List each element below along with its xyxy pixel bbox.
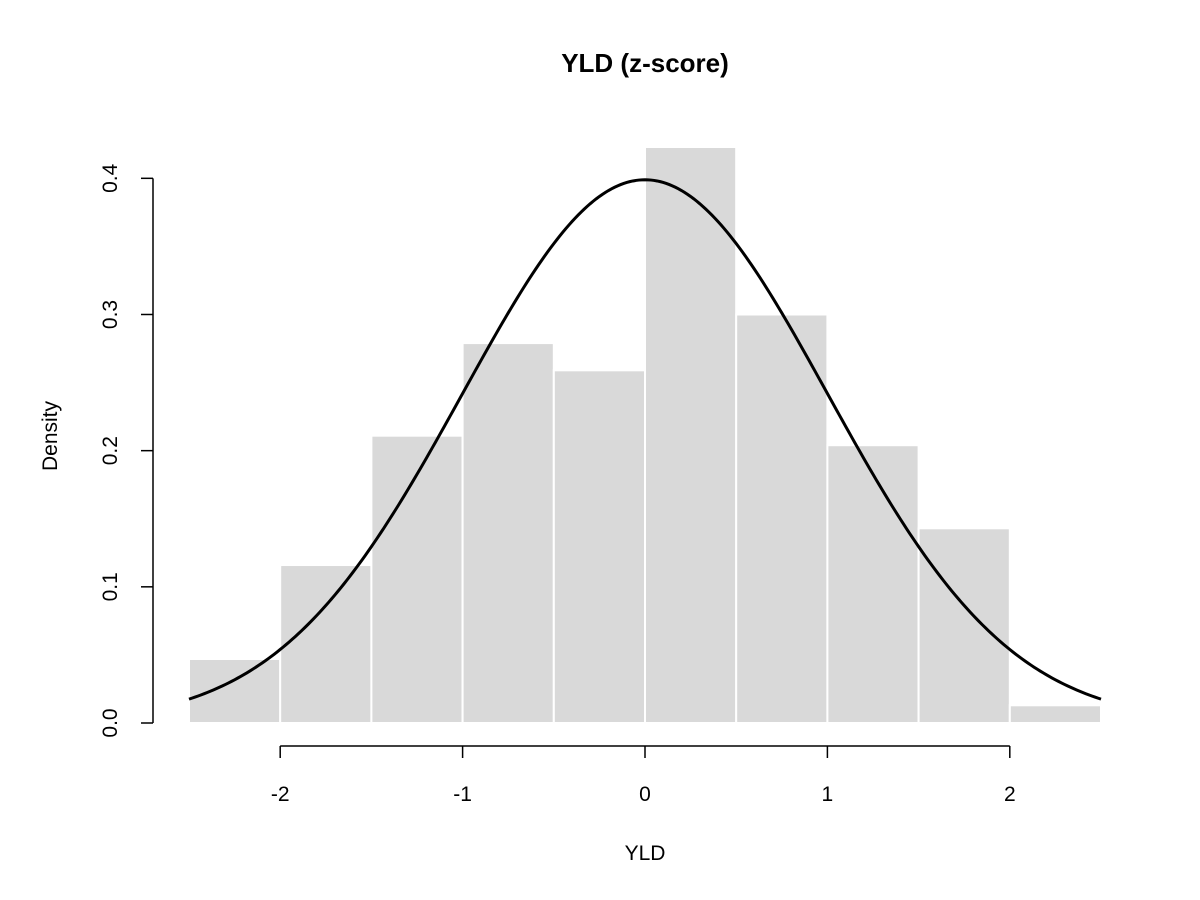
x-tick-label-3: 0	[639, 783, 651, 806]
histogram-bar-1	[188, 658, 282, 724]
histogram-bar-5	[552, 369, 646, 724]
histogram-bar-7	[735, 313, 829, 724]
x-tick-label-1: -2	[271, 783, 290, 806]
y-tick-label-5: 0.4	[99, 163, 122, 193]
histogram-bar-8	[826, 444, 920, 724]
y-tick-label-3: 0.2	[99, 436, 122, 465]
y-tick-label-1: 0.0	[99, 708, 122, 737]
chart-title: YLD (z-score)	[561, 48, 729, 78]
x-axis: -2 -1 0 1 2	[271, 745, 1016, 806]
y-axis-label: Density	[39, 400, 62, 471]
x-axis-label: YLD	[625, 842, 666, 865]
histogram-bars	[188, 146, 1102, 725]
y-tick-label-2: 0.1	[99, 572, 122, 601]
normal-density-curve	[188, 178, 1102, 701]
x-tick-label-5: 2	[1004, 783, 1016, 806]
x-tick-label-4: 1	[822, 783, 834, 806]
histogram-bar-2	[279, 564, 373, 724]
histogram-bar-10	[1008, 704, 1102, 724]
x-tick-label-2: -1	[453, 783, 472, 806]
histogram-bar-4	[461, 342, 555, 724]
y-tick-label-4: 0.3	[99, 300, 122, 329]
histogram-bar-9	[917, 527, 1011, 725]
histogram-bar-6	[644, 146, 738, 724]
y-axis: 0.0 0.1 0.2 0.3 0.4	[99, 163, 154, 738]
histogram-bar-3	[370, 434, 464, 724]
